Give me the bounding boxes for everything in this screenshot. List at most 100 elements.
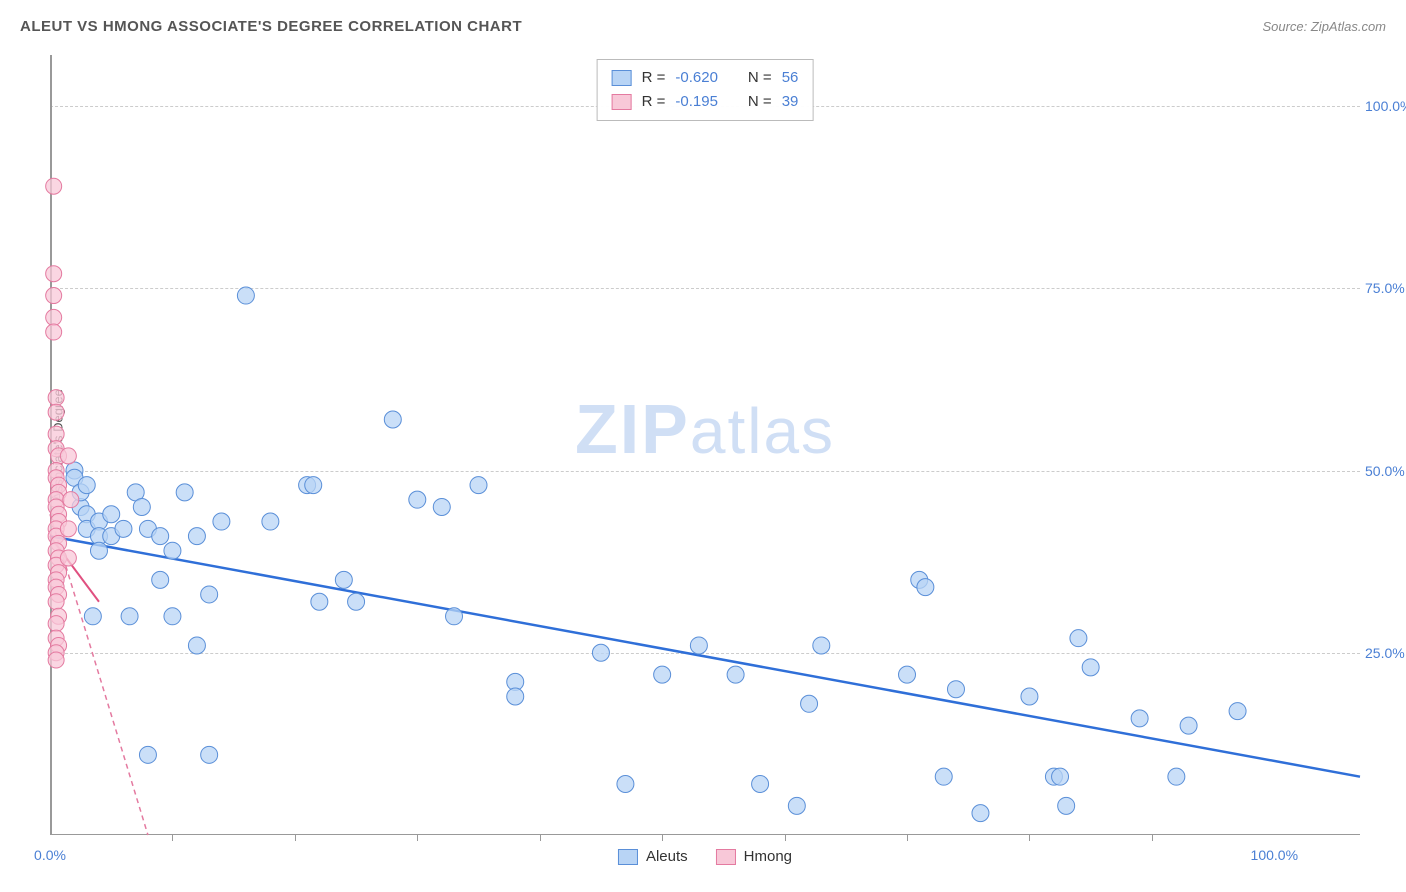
data-point <box>152 571 169 588</box>
y-tick-label: 50.0% <box>1365 463 1406 479</box>
data-point <box>1058 797 1075 814</box>
data-point <box>1131 710 1148 727</box>
data-point <box>188 528 205 545</box>
data-point <box>84 608 101 625</box>
data-point <box>470 477 487 494</box>
data-point <box>48 616 64 632</box>
data-point <box>188 637 205 654</box>
data-point <box>133 498 150 515</box>
data-point <box>788 797 805 814</box>
data-point <box>409 491 426 508</box>
data-point <box>935 768 952 785</box>
x-tick-minor <box>785 835 786 841</box>
data-point <box>433 498 450 515</box>
data-point <box>690 637 707 654</box>
data-point <box>1021 688 1038 705</box>
data-point <box>48 404 64 420</box>
x-tick-minor <box>907 835 908 841</box>
legend-swatch <box>612 70 632 86</box>
legend-r-value: -0.620 <box>675 66 718 90</box>
data-point <box>201 746 218 763</box>
legend-series-label: Aleuts <box>646 848 688 865</box>
data-point <box>335 571 352 588</box>
legend-series-item[interactable]: Hmong <box>716 848 792 865</box>
x-tick-minor <box>1152 835 1153 841</box>
data-point <box>60 550 76 566</box>
data-point <box>1070 630 1087 647</box>
data-point <box>384 411 401 428</box>
legend-n-label: N = <box>748 66 772 90</box>
y-tick-label: 75.0% <box>1365 280 1406 296</box>
data-point <box>262 513 279 530</box>
x-tick-minor <box>172 835 173 841</box>
data-point <box>507 688 524 705</box>
data-point <box>654 666 671 683</box>
plot-region: ZIPatlas 25.0%50.0%75.0%100.0%0.0%100.0% <box>50 55 1360 835</box>
source-attribution: Source: ZipAtlas.com <box>1262 19 1386 34</box>
data-point <box>1168 768 1185 785</box>
legend-series: Aleuts Hmong <box>618 848 792 865</box>
chart-area: Associate's Degree ZIPatlas 25.0%50.0%75… <box>50 55 1360 835</box>
x-tick-minor <box>662 835 663 841</box>
data-point <box>801 695 818 712</box>
data-point <box>48 426 64 442</box>
data-point <box>63 492 79 508</box>
data-point <box>139 746 156 763</box>
data-point <box>60 448 76 464</box>
data-point <box>1052 768 1069 785</box>
legend-n-value: 39 <box>782 90 799 114</box>
y-tick-label: 25.0% <box>1365 645 1406 661</box>
data-point <box>1082 659 1099 676</box>
data-point <box>115 520 132 537</box>
data-point <box>48 390 64 406</box>
data-point <box>103 506 120 523</box>
x-tick-minor <box>540 835 541 841</box>
data-point <box>176 484 193 501</box>
data-point <box>46 309 62 325</box>
y-tick-label: 100.0% <box>1365 98 1406 114</box>
legend-r-value: -0.195 <box>675 90 718 114</box>
plot-svg <box>50 55 1360 835</box>
data-point <box>917 579 934 596</box>
legend-series-item[interactable]: Aleuts <box>618 848 688 865</box>
data-point <box>617 775 634 792</box>
data-point <box>592 644 609 661</box>
data-point <box>152 528 169 545</box>
legend-swatch <box>716 849 736 865</box>
data-point <box>213 513 230 530</box>
chart-title: ALEUT VS HMONG ASSOCIATE'S DEGREE CORREL… <box>20 18 522 35</box>
x-tick-minor <box>417 835 418 841</box>
data-point <box>48 594 64 610</box>
data-point <box>348 593 365 610</box>
data-point <box>46 266 62 282</box>
legend-series-label: Hmong <box>744 848 792 865</box>
x-tick-label: 0.0% <box>34 847 66 863</box>
data-point <box>164 608 181 625</box>
data-point <box>121 608 138 625</box>
data-point <box>446 608 463 625</box>
x-tick-minor <box>1029 835 1030 841</box>
x-tick-minor <box>295 835 296 841</box>
regression-line <box>50 536 1360 777</box>
legend-correlation-row: R = -0.620N = 56 <box>612 66 799 90</box>
data-point <box>1229 703 1246 720</box>
data-point <box>1180 717 1197 734</box>
legend-correlation-box: R = -0.620N = 56R = -0.195N = 39 <box>597 59 814 121</box>
data-point <box>46 178 62 194</box>
data-point <box>305 477 322 494</box>
data-point <box>727 666 744 683</box>
data-point <box>46 288 62 304</box>
data-point <box>48 652 64 668</box>
data-point <box>752 775 769 792</box>
data-point <box>90 542 107 559</box>
x-tick-label: 100.0% <box>1251 847 1298 863</box>
legend-r-label: R = <box>642 90 666 114</box>
data-point <box>899 666 916 683</box>
legend-n-label: N = <box>748 90 772 114</box>
data-point <box>46 324 62 340</box>
legend-correlation-row: R = -0.195 N = 39 <box>612 90 799 114</box>
legend-r-label: R = <box>642 66 666 90</box>
legend-swatch <box>618 849 638 865</box>
data-point <box>237 287 254 304</box>
legend-swatch <box>612 94 632 110</box>
